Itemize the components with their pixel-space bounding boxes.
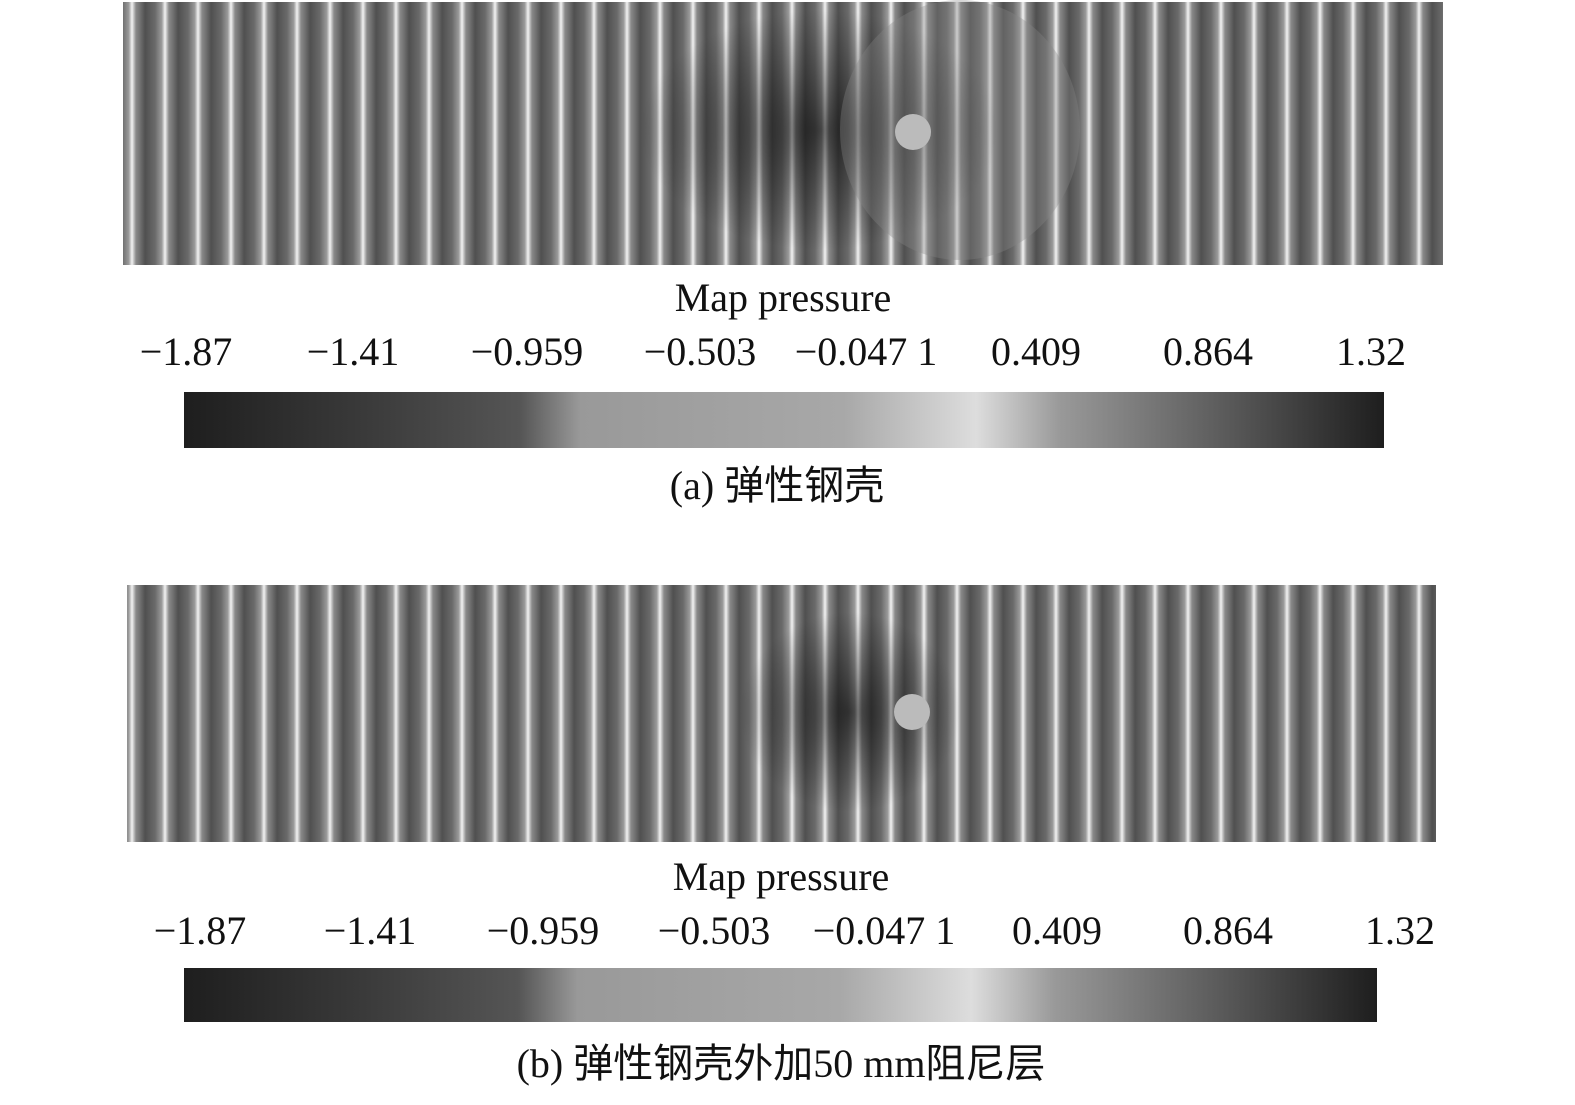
field-shading bbox=[740, 612, 960, 812]
field-shading bbox=[840, 0, 1080, 260]
scatterer bbox=[895, 114, 931, 150]
colorbar-tick: −0.959 bbox=[487, 908, 600, 953]
colorbar-tick: −1.41 bbox=[324, 908, 417, 953]
colorbar-tick: −1.87 bbox=[154, 908, 247, 953]
colorbar-title: Map pressure bbox=[673, 854, 890, 899]
colorbar-tick: −1.41 bbox=[307, 329, 400, 374]
panel-a: Map pressure −1.87 −1.41 −0.959 −0.503 −… bbox=[123, 0, 1443, 508]
colorbar-tick: −0.503 bbox=[658, 908, 771, 953]
colorbar-tick: 0.864 bbox=[1183, 908, 1273, 953]
colorbar-tick: 1.32 bbox=[1365, 908, 1435, 953]
colorbar bbox=[184, 392, 1384, 448]
scatterer bbox=[894, 694, 930, 730]
colorbar-tick: −1.87 bbox=[140, 329, 233, 374]
colorbar-tick: −0.047 1 bbox=[813, 908, 956, 953]
colorbar-tick: −0.503 bbox=[644, 329, 757, 374]
colorbar-tick: −0.047 1 bbox=[795, 329, 938, 374]
colorbar bbox=[184, 968, 1377, 1022]
colorbar-tick: 0.409 bbox=[991, 329, 1081, 374]
field-shading bbox=[640, 10, 1000, 250]
caption: (b) 弹性钢壳外加50 mm阻尼层 bbox=[517, 1041, 1046, 1086]
panel-b: Map pressure −1.87 −1.41 −0.959 −0.503 −… bbox=[127, 585, 1436, 1086]
colorbar-tick: −0.959 bbox=[471, 329, 584, 374]
colorbar-tick: 0.864 bbox=[1163, 329, 1253, 374]
colorbar-tick: 1.32 bbox=[1336, 329, 1406, 374]
colorbar-tick: 0.409 bbox=[1012, 908, 1102, 953]
caption: (a) 弹性钢壳 bbox=[670, 463, 884, 508]
colorbar-title: Map pressure bbox=[675, 275, 892, 320]
